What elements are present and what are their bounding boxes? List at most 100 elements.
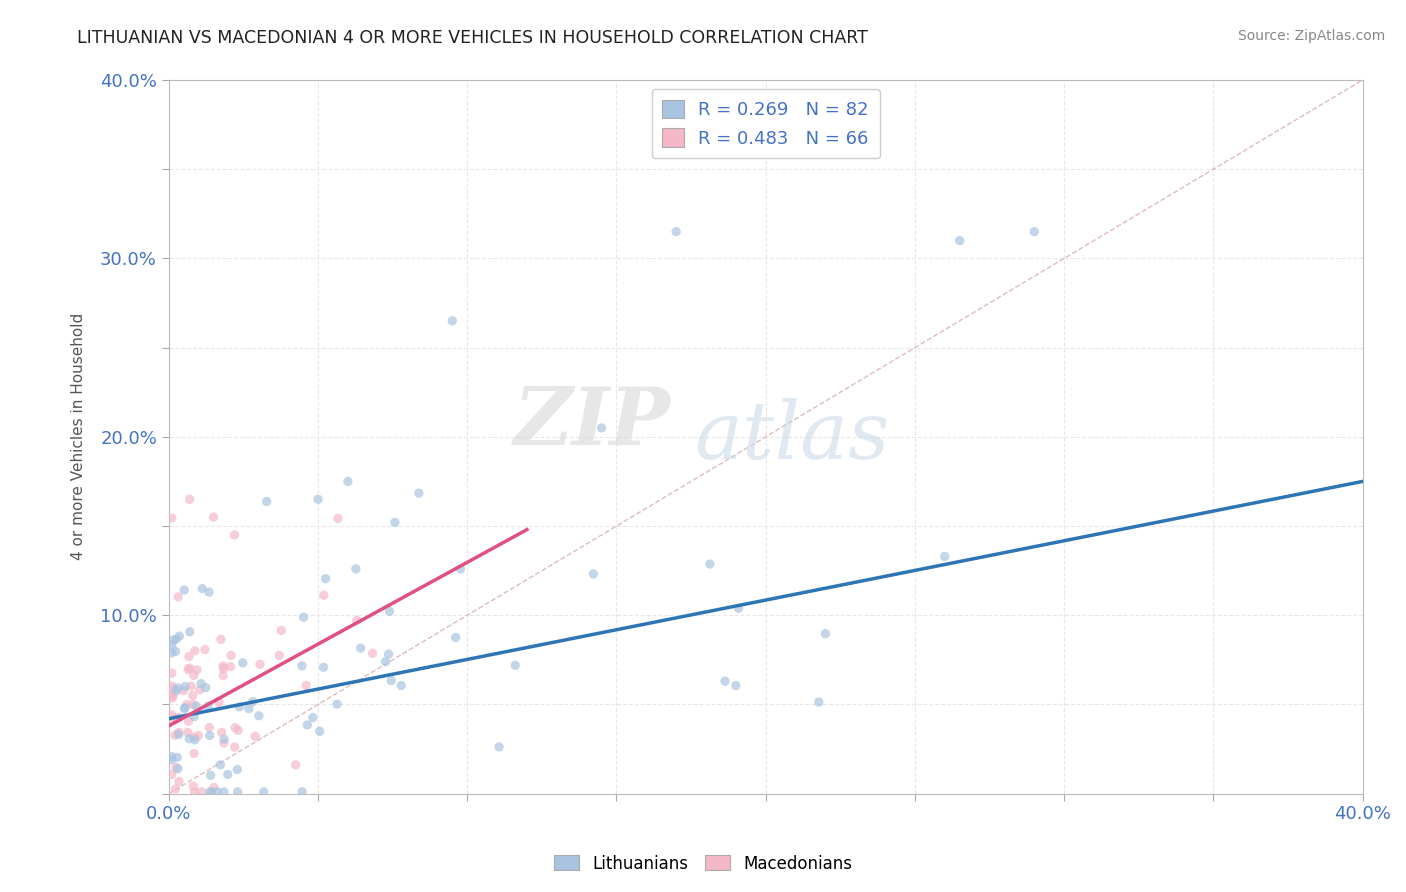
Point: [247, 708, 270, 723]
Point: [212, 736, 235, 750]
Point: [807, 695, 830, 709]
Point: [212, 668, 235, 682]
Point: [346, 614, 368, 628]
Point: [291, 659, 314, 673]
Point: [724, 679, 747, 693]
Point: [441, 314, 464, 328]
Point: [384, 516, 406, 530]
Point: [160, 638, 183, 652]
Point: [160, 767, 183, 781]
Point: [183, 779, 205, 793]
Point: [389, 678, 412, 692]
Point: [183, 668, 205, 682]
Point: [295, 678, 318, 692]
Point: [444, 631, 467, 645]
Text: Source: ZipAtlas.com: Source: ZipAtlas.com: [1237, 29, 1385, 44]
Point: [208, 695, 231, 709]
Point: [727, 601, 749, 615]
Point: [160, 687, 183, 701]
Point: [167, 727, 190, 741]
Point: [160, 749, 183, 764]
Point: [224, 740, 246, 755]
Point: [179, 731, 201, 746]
Point: [174, 700, 197, 714]
Point: [224, 721, 246, 735]
Point: [377, 647, 399, 661]
Point: [326, 511, 349, 525]
Point: [183, 747, 205, 761]
Point: [165, 760, 187, 774]
Point: [162, 691, 184, 706]
Point: [167, 774, 190, 789]
Point: [177, 725, 200, 739]
Point: [167, 762, 190, 776]
Point: [177, 649, 200, 664]
Point: [582, 566, 605, 581]
Point: [167, 590, 190, 604]
Point: [179, 492, 201, 507]
Point: [177, 714, 200, 729]
Point: [212, 732, 235, 747]
Point: [181, 689, 204, 703]
Point: [256, 494, 278, 508]
Point: [173, 582, 195, 597]
Point: [198, 785, 221, 799]
Point: [284, 757, 307, 772]
Point: [162, 689, 184, 703]
Point: [219, 659, 242, 673]
Point: [665, 225, 688, 239]
Point: [184, 732, 207, 747]
Point: [183, 709, 205, 723]
Point: [183, 730, 205, 744]
Point: [297, 718, 319, 732]
Point: [209, 632, 232, 647]
Point: [183, 785, 205, 799]
Point: [714, 674, 737, 689]
Text: atlas: atlas: [695, 398, 890, 475]
Point: [174, 680, 197, 694]
Point: [186, 663, 208, 677]
Point: [378, 604, 401, 618]
Point: [166, 681, 188, 695]
Text: LITHUANIAN VS MACEDONIAN 4 OR MORE VEHICLES IN HOUSEHOLD CORRELATION CHART: LITHUANIAN VS MACEDONIAN 4 OR MORE VEHIC…: [77, 29, 869, 47]
Point: [312, 588, 335, 602]
Point: [269, 648, 291, 663]
Point: [184, 698, 207, 713]
Point: [450, 562, 472, 576]
Point: [181, 698, 204, 712]
Point: [194, 681, 217, 695]
Point: [226, 785, 249, 799]
Point: [336, 475, 359, 489]
Point: [187, 729, 209, 743]
Point: [217, 767, 239, 781]
Point: [224, 528, 246, 542]
Point: [315, 572, 337, 586]
Point: [165, 683, 187, 698]
Point: [160, 679, 183, 693]
Text: ZIP: ZIP: [513, 384, 671, 461]
Point: [226, 723, 249, 738]
Point: [166, 750, 188, 764]
Point: [209, 757, 232, 772]
Point: [292, 610, 315, 624]
Point: [344, 562, 367, 576]
Point: [243, 729, 266, 743]
Point: [202, 510, 225, 524]
Point: [179, 661, 201, 675]
Point: [167, 725, 190, 739]
Point: [380, 673, 402, 688]
Point: [1024, 225, 1046, 239]
Point: [212, 785, 235, 799]
Point: [200, 785, 222, 799]
Point: [198, 721, 221, 735]
Point: [162, 633, 184, 648]
Point: [291, 785, 314, 799]
Point: [188, 682, 211, 697]
Point: [198, 728, 221, 742]
Point: [162, 681, 184, 696]
Point: [349, 641, 371, 656]
Point: [503, 658, 526, 673]
Point: [488, 739, 510, 754]
Point: [163, 728, 186, 742]
Point: [219, 648, 242, 663]
